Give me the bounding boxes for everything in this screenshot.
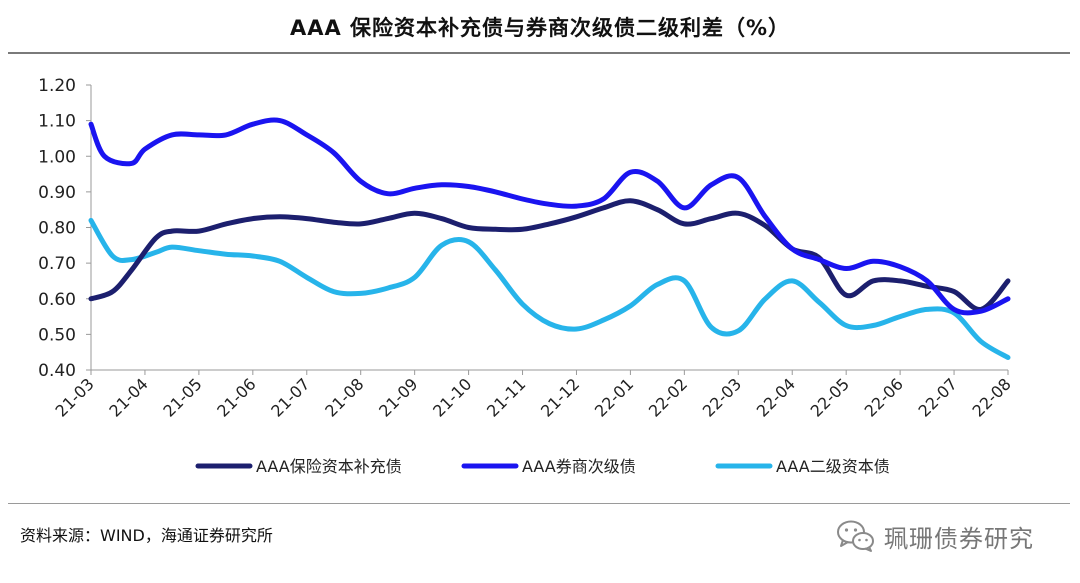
x-axis: 21-03 21-04 21-05 21-06 21-07 21-08 21-09 21-10…: [52, 369, 1015, 421]
x-tick-label: 21-10: [429, 374, 475, 420]
y-tick-label: 0.50: [38, 325, 76, 345]
x-tick-label: 22-07: [915, 374, 961, 420]
y-tick-label: 1.00: [38, 147, 76, 167]
x-tick-label: 21-03: [52, 374, 98, 420]
x-tick-label: 21-07: [267, 374, 313, 420]
legend: AAA保险资本补充债 AAA券商次级债 AAA二级资本债: [195, 457, 890, 476]
x-tick-label: 21-11: [483, 374, 529, 420]
x-tick-label: 21-09: [375, 374, 421, 420]
source-note: 资料来源：WIND，海通证券研究所: [20, 526, 273, 545]
legend-label-1: AAA保险资本补充债: [256, 457, 402, 476]
chart-title: AAA 保险资本补充债与券商次级债二级利差（%）: [289, 16, 791, 40]
x-tick-label: 21-05: [159, 374, 205, 420]
watermark-text: 珮珊债券研究: [884, 524, 1034, 553]
series-layer: [88, 117, 1011, 360]
line-chart: 0.40 0.50 0.60 0.70 0.80 0.90 1.00 1.10 1.20 21-…: [38, 76, 1015, 476]
x-tick-label: 21-06: [213, 374, 259, 420]
x-tick-label: 22-05: [807, 374, 853, 420]
y-tick-label: 0.70: [38, 254, 76, 274]
x-tick-label: 21-12: [537, 374, 583, 420]
series-line-1: [88, 198, 1011, 312]
title-divider: [8, 52, 1070, 54]
wechat-icon: [837, 520, 874, 552]
x-tick-label: 22-03: [699, 374, 745, 420]
x-tick-label: 21-08: [321, 374, 367, 420]
y-tick-label: 1.10: [38, 112, 76, 132]
footer-divider: [8, 503, 1070, 504]
y-tick-label: 0.90: [38, 183, 76, 203]
watermark: 珮珊债券研究: [836, 516, 1034, 556]
y-tick-label: 1.20: [38, 76, 76, 96]
y-axis: 0.40 0.50 0.60 0.70 0.80 0.90 1.00 1.10 1.20: [38, 76, 92, 381]
series-line-3: [88, 217, 1011, 360]
x-tick-label: 22-06: [861, 374, 907, 420]
x-tick-label: 22-02: [645, 374, 691, 420]
y-tick-label: 0.40: [38, 361, 76, 381]
x-tick-label: 21-04: [105, 374, 151, 420]
series-line-2: [88, 117, 1011, 316]
y-tick-label: 0.80: [38, 219, 76, 239]
legend-label-3: AAA二级资本债: [776, 457, 890, 476]
x-tick-label: 22-01: [591, 374, 637, 420]
x-tick-label: 22-08: [969, 374, 1015, 420]
legend-label-2: AAA券商次级债: [522, 457, 636, 476]
y-tick-label: 0.60: [38, 290, 76, 310]
x-tick-label: 22-04: [753, 374, 799, 420]
